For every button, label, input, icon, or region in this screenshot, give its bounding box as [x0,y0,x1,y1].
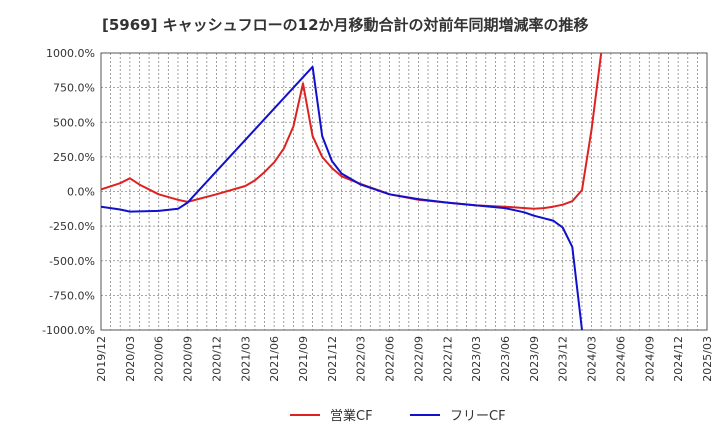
legend-swatch-free-cf [410,413,440,416]
x-tick-label: 2022/12 [441,336,454,382]
x-tick-label: 2020/12 [210,336,223,382]
y-tick-label: -500.0% [49,255,95,268]
x-tick-label: 2024/09 [643,336,656,382]
x-tick-label: 2023/12 [557,336,570,382]
x-tick-label: 2021/03 [239,336,252,382]
x-tick-label: 2025/03 [701,336,714,382]
legend-label-free-cf: フリーCF [450,409,506,424]
x-tick-label: 2023/03 [470,336,483,382]
y-tick-label: -1000.0% [42,324,95,337]
x-tick-label: 2022/09 [412,336,425,382]
x-tick-label: 2021/09 [297,336,310,382]
x-tick-label: 2020/06 [153,336,166,382]
x-tick-label: 2020/03 [124,336,137,382]
y-tick-label: 1000.0% [46,47,95,60]
series-line-operating-cf [101,53,603,210]
y-tick-label: 0.0% [67,186,95,199]
chart-title: [5969] キャッシュフローの12か月移動合計の対前年同期増減率の推移 [102,16,589,34]
y-tick-label: 250.0% [53,151,95,164]
x-tick-label: 2024/03 [586,336,599,382]
x-tick-label: 2020/09 [182,336,195,382]
x-tick-label: 2019/12 [95,336,108,382]
x-tick-label: 2024/12 [672,336,685,382]
x-tick-label: 2024/06 [614,336,627,382]
y-tick-label: -750.0% [49,289,95,302]
legend-item-operating-cf: 営業CF [290,405,373,424]
x-tick-label: 2022/03 [355,336,368,382]
y-tick-label: 500.0% [53,116,95,129]
x-tick-label: 2023/09 [528,336,541,382]
x-tick-label: 2021/06 [268,336,281,382]
legend-swatch-operating-cf [290,413,320,416]
series-line-free-cf [101,65,583,330]
x-tick-label: 2021/12 [326,336,339,382]
plot-frame [100,52,708,331]
legend-item-free-cf: フリーCF [410,405,506,424]
x-tick-label: 2022/06 [384,336,397,382]
y-tick-label: -250.0% [49,220,95,233]
y-tick-label: 750.0% [53,82,95,95]
x-tick-label: 2023/06 [499,336,512,382]
legend-label-operating-cf: 営業CF [330,409,373,424]
